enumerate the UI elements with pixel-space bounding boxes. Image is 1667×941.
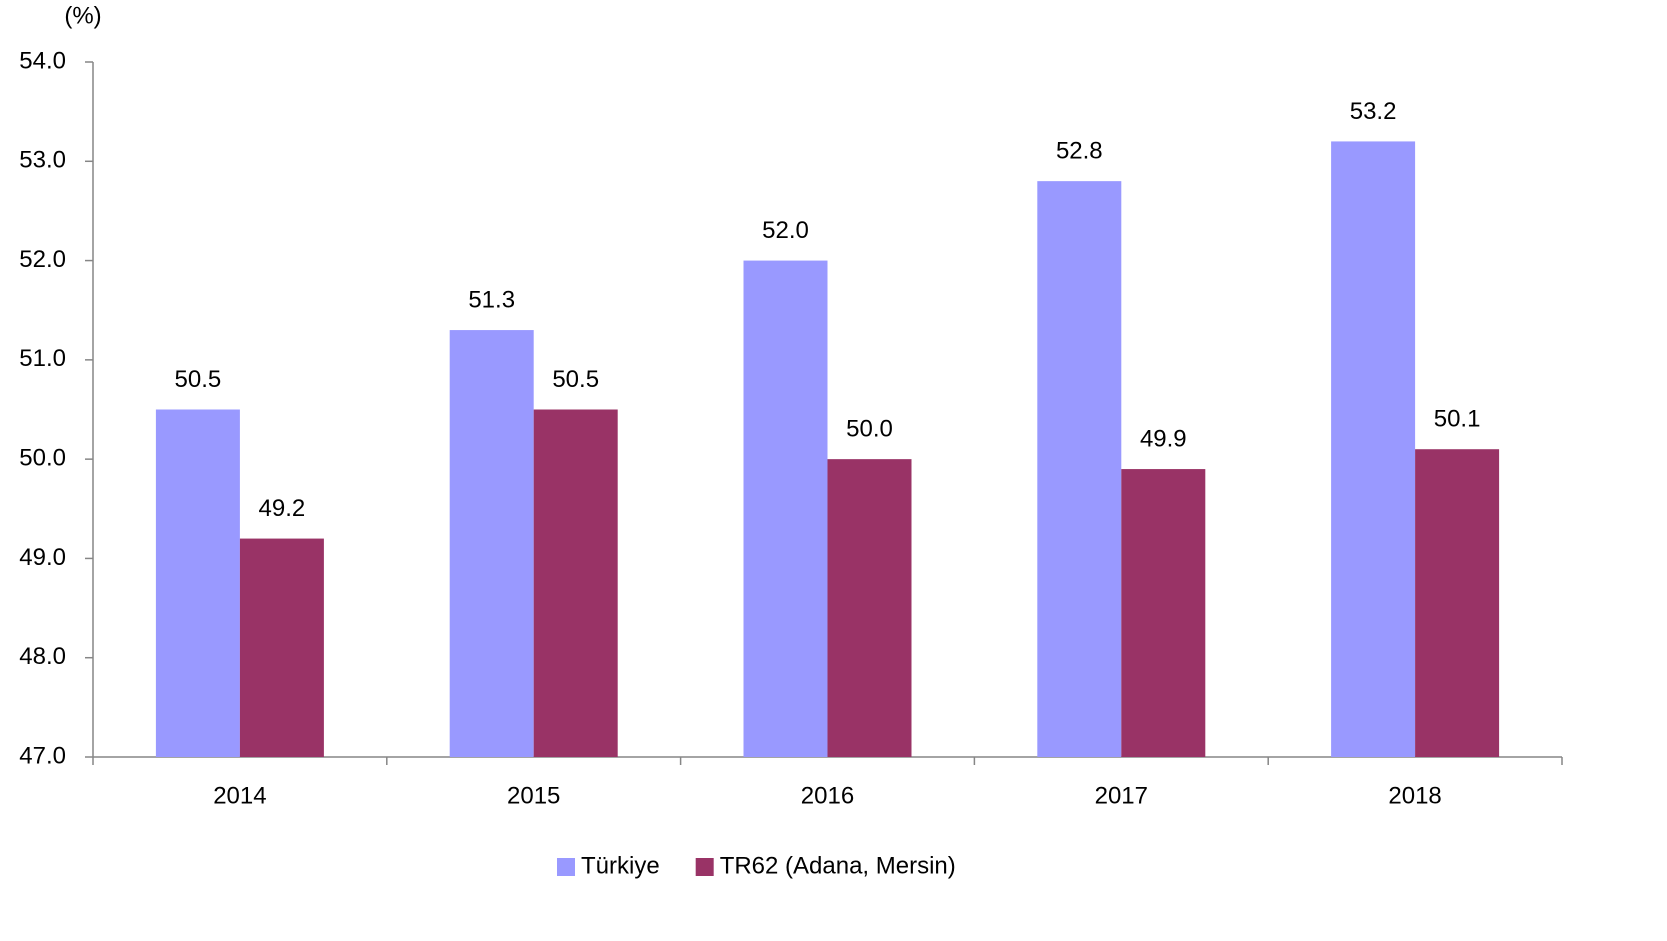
value-label: 53.2 <box>1350 98 1397 125</box>
legend-label: Türkiye <box>581 852 660 879</box>
bar <box>155 409 240 757</box>
bar <box>239 538 324 757</box>
value-label: 50.5 <box>175 366 222 393</box>
value-label: 51.3 <box>468 286 515 313</box>
x-tick-label: 2014 <box>213 782 266 809</box>
y-tick-label: 48.0 <box>19 643 66 670</box>
bar <box>1331 141 1416 757</box>
legend-label: TR62 (Adana, Mersin) <box>720 852 956 879</box>
legend-swatch <box>557 858 575 876</box>
x-tick-label: 2018 <box>1388 782 1441 809</box>
y-tick-label: 49.0 <box>19 544 66 571</box>
y-tick-label: 53.0 <box>19 147 66 174</box>
bar <box>449 330 534 757</box>
value-label: 49.9 <box>1140 425 1187 452</box>
bar <box>1415 449 1500 757</box>
y-tick-label: 47.0 <box>19 742 66 769</box>
value-label: 50.0 <box>846 415 893 442</box>
y-tick-label: 51.0 <box>19 345 66 372</box>
value-label: 52.8 <box>1056 137 1103 164</box>
bar <box>827 459 912 757</box>
value-label: 50.5 <box>552 366 599 393</box>
x-tick-label: 2017 <box>1095 782 1148 809</box>
y-tick-label: 52.0 <box>19 246 66 273</box>
bar <box>1121 469 1206 757</box>
value-label: 52.0 <box>762 217 809 244</box>
x-tick-label: 2015 <box>507 782 560 809</box>
y-axis-label: (%) <box>64 2 101 29</box>
y-tick-label: 50.0 <box>19 444 66 471</box>
y-tick-label: 54.0 <box>19 47 66 74</box>
value-label: 49.2 <box>259 495 306 522</box>
bar <box>533 409 618 757</box>
bar <box>1037 181 1122 758</box>
value-label: 50.1 <box>1434 406 1481 433</box>
bar <box>743 260 828 757</box>
legend-swatch <box>695 858 714 876</box>
x-tick-label: 2016 <box>801 782 854 809</box>
